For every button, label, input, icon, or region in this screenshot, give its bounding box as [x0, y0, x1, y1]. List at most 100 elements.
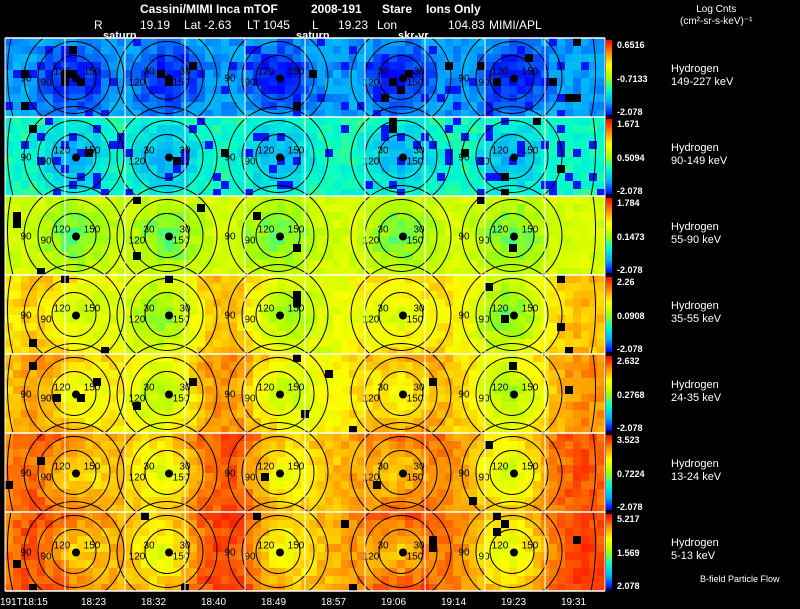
bfield-direction-dot [399, 469, 407, 478]
contour-label: 90 [458, 153, 470, 164]
contour-ring [227, 501, 329, 591]
contour-label: 120 [492, 383, 509, 394]
contour-ring [51, 450, 97, 495]
lon-label: Lon [377, 18, 398, 32]
colorbar-5 [606, 356, 612, 431]
bfield-direction-dot [276, 74, 284, 83]
bfield-direction-dot [510, 153, 518, 162]
contour-label: 120 [129, 157, 146, 168]
contour-ring [489, 55, 535, 100]
contour-label: 90 [244, 552, 256, 563]
contour-ring [51, 55, 97, 100]
contour-label: 120 [492, 67, 509, 78]
contour-label: 90 [244, 473, 256, 484]
contour-label: 90 [40, 473, 52, 484]
contour-label: 150 [522, 146, 539, 157]
contour-label: 90 [478, 315, 490, 326]
contour-label: 150 [288, 146, 305, 157]
contour-label: 120 [54, 462, 71, 473]
contour-label: 120 [54, 67, 71, 78]
colorbar-6 [606, 435, 612, 510]
bfield-direction-dot [399, 153, 407, 162]
contour-label: 150 [288, 225, 305, 236]
colorbar-value: 2.078 [617, 581, 640, 591]
field-line [590, 274, 597, 355]
contour-label: 30 [377, 462, 389, 473]
contour-ring [51, 134, 97, 179]
contour-label: 90 [224, 390, 236, 401]
bfield-direction-dot [165, 232, 173, 241]
contour-ring [37, 41, 111, 114]
contour-label: 150 [84, 541, 101, 552]
colorbar-value: -2.078 [617, 502, 643, 512]
contour-label: 30 [143, 541, 155, 552]
contour-ring [475, 357, 549, 430]
bfield-direction-dot [399, 311, 407, 320]
contour-label: 120 [258, 383, 275, 394]
contour-label: 90 [224, 469, 236, 480]
bfield-direction-dot [510, 232, 518, 241]
contour-label: 90 [458, 390, 470, 401]
contour-ring [489, 529, 535, 574]
contour-label: 90 [20, 390, 32, 401]
bfield-direction-dot [165, 469, 173, 478]
contour-ring [378, 292, 424, 337]
contour-label: 90 [458, 74, 470, 85]
contour-label: 30 [143, 67, 155, 78]
colorbar-2 [606, 119, 612, 194]
contour-label: 120 [363, 78, 380, 89]
field-line [590, 195, 597, 276]
contour-ring [241, 357, 315, 430]
colorbar-7 [606, 514, 612, 589]
contour-label: 120 [54, 225, 71, 236]
contour-ring [378, 55, 424, 100]
contour-label: 90 [244, 394, 256, 405]
contour-ring [144, 371, 190, 416]
bfield-direction-dot [399, 74, 407, 83]
credit: MIMI/APL [489, 18, 542, 32]
contour-label: 150 [288, 462, 305, 473]
bfield-direction-dot [72, 232, 80, 241]
contour-label: 150 [407, 394, 424, 405]
bfield-direction-dot [399, 232, 407, 241]
contour-label: 150 [84, 146, 101, 157]
bfield-direction-dot [165, 548, 173, 557]
contour-label: 150 [84, 383, 101, 394]
contour-label: 90 [224, 548, 236, 559]
contour-label: 150 [407, 473, 424, 484]
time-tick-label: 191T18:15 [0, 597, 48, 608]
contour-label: 120 [492, 462, 509, 473]
contour-label: 150 [84, 225, 101, 236]
field-line [6, 195, 14, 276]
contour-label: 30 [377, 304, 389, 315]
contour-label: 90 [20, 74, 32, 85]
bfield-direction-dot [72, 390, 80, 399]
contour-ring [255, 371, 301, 416]
bfield-direction-dot [399, 390, 407, 399]
colorbar-value: -2.078 [617, 344, 643, 354]
time-tick-label: 18:49 [261, 597, 287, 608]
contour-ring [475, 278, 549, 351]
bfield-direction-dot [510, 311, 518, 320]
contour-label: 120 [129, 552, 146, 563]
contour-label: 90 [458, 548, 470, 559]
contour-label: 150 [84, 462, 101, 473]
contour-label: 30 [143, 462, 155, 473]
contour-ring [241, 41, 315, 114]
contour-label: 150 [173, 78, 190, 89]
contour-label: 120 [129, 315, 146, 326]
field-line [6, 353, 14, 434]
contour-label: 30 [377, 146, 389, 157]
contour-label: 30 [413, 225, 425, 236]
contour-ring [475, 120, 549, 193]
contour-ring [489, 134, 535, 179]
plot-mode: Stare [382, 2, 413, 16]
contour-ring [37, 436, 111, 509]
contour-ring [144, 213, 190, 258]
contour-label: 120 [54, 304, 71, 315]
contour-ring [144, 55, 190, 100]
contour-label: 120 [54, 541, 71, 552]
bfield-direction-dot [510, 469, 518, 478]
contour-ring [130, 120, 204, 193]
